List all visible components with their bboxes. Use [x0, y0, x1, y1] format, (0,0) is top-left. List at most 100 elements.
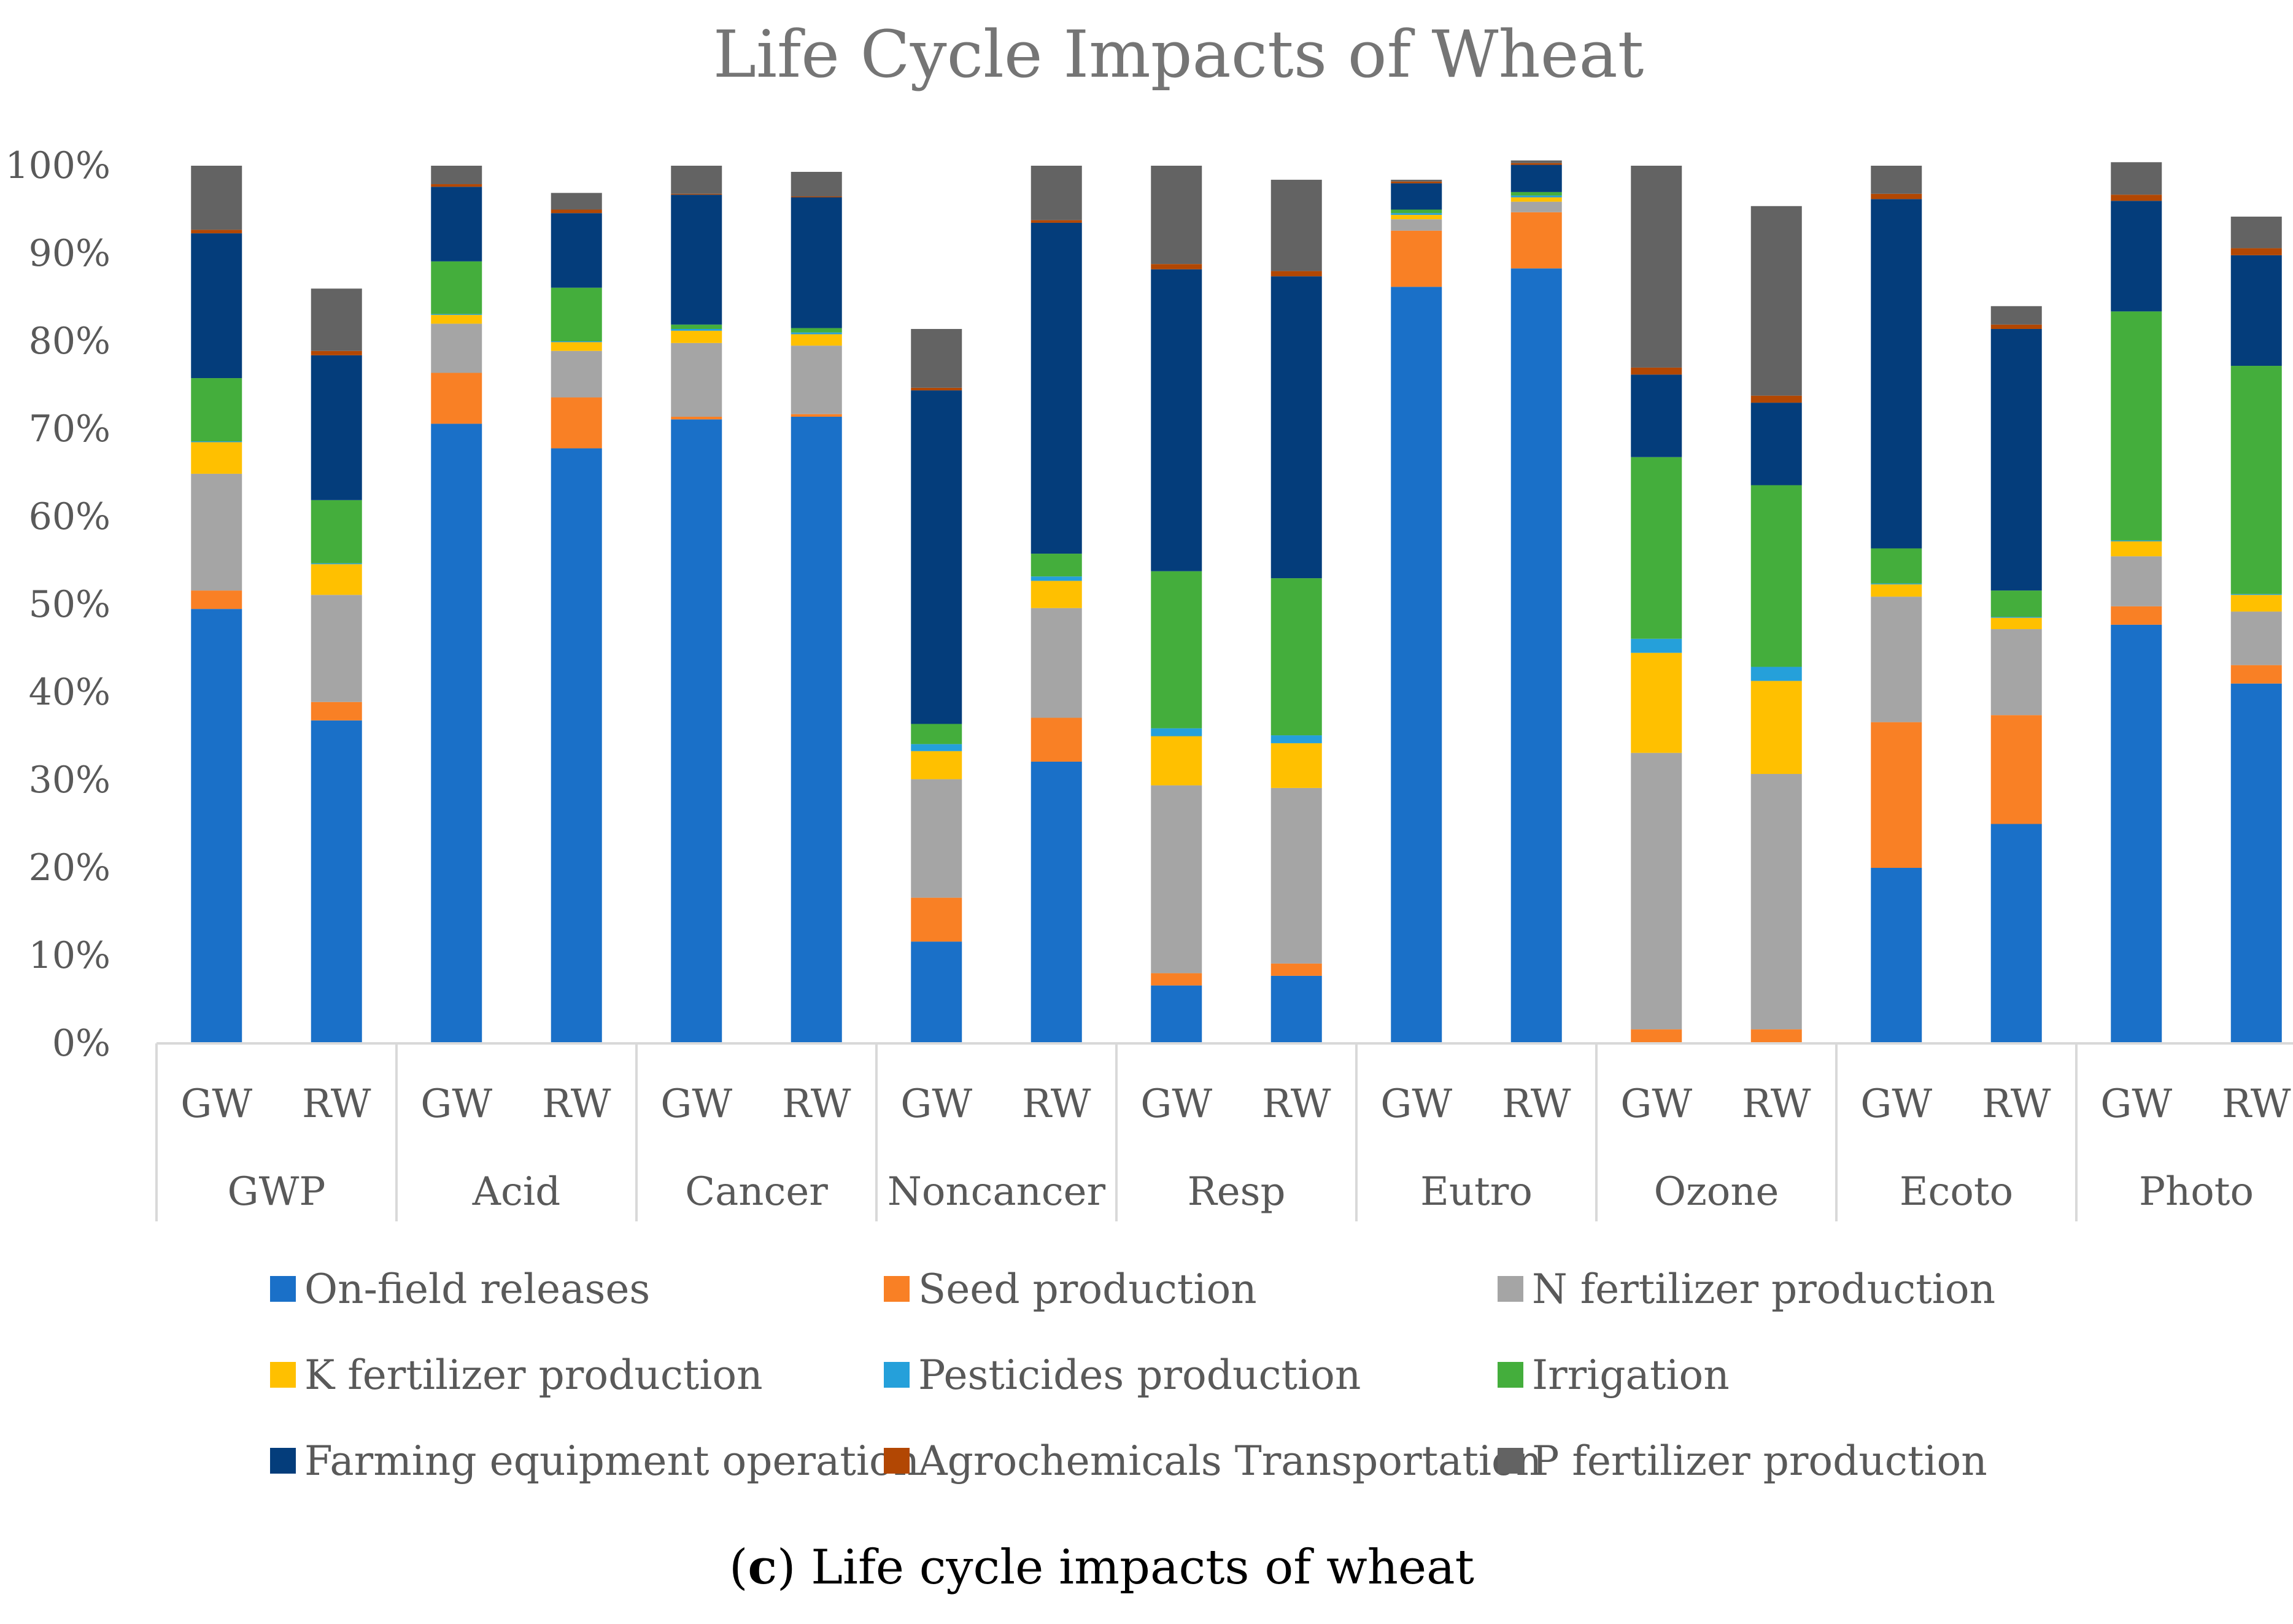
bar-segment: [1151, 166, 1202, 265]
bar-segment: [1270, 787, 1322, 964]
x-tick-label: GW: [900, 1081, 972, 1127]
bar-segment: [551, 287, 602, 341]
bar-segment: [1510, 164, 1562, 192]
legend-label: On-field releases: [304, 1266, 650, 1313]
bar-segment: [911, 744, 962, 751]
bar-segment: [431, 373, 482, 424]
caption-text: Life cycle impacts of wheat: [811, 1540, 1474, 1595]
group-label: Photo: [2139, 1169, 2254, 1215]
bar-segment: [1871, 868, 1922, 1043]
bar-segment: [2111, 201, 2162, 312]
bar-segment: [2230, 683, 2282, 1043]
bar-segment: [311, 500, 362, 563]
x-tick-label: RW: [1982, 1081, 2051, 1127]
bar-segment: [1391, 230, 1442, 287]
x-tick-label: GW: [1860, 1081, 1932, 1127]
bar-segment: [1871, 166, 1922, 194]
bar-segment: [2230, 665, 2282, 684]
legend-label: Irrigation: [1532, 1351, 1730, 1399]
bar-segment: [2230, 216, 2282, 249]
bar-segment: [1510, 212, 1562, 269]
bar-segment: [191, 590, 242, 609]
y-tick-label: 90%: [29, 232, 110, 275]
group-label: Cancer: [685, 1169, 828, 1215]
bar-segment: [1030, 761, 1082, 1043]
bar-segment: [1990, 328, 2042, 591]
bar-segment: [1030, 166, 1082, 220]
bar-segment: [1750, 773, 1802, 1030]
x-axis: GW RW GWP GW RW Acid GW RW Cancer GW RW Noncancer GW…: [155, 1042, 2293, 1221]
x-tick-label: RW: [302, 1081, 371, 1127]
bar-segment: [2230, 594, 2282, 595]
bar-segment: [911, 897, 962, 942]
group-label: Resp: [1188, 1169, 1286, 1215]
bar-segment: [911, 942, 962, 1043]
bar-segment: [791, 334, 842, 346]
bar-segment: [1151, 264, 1202, 269]
bar-segment: [2230, 611, 2282, 665]
bar-segment: [1750, 485, 1802, 667]
bar-segment: [431, 166, 482, 185]
bar-segment: [671, 193, 722, 195]
bar-segment: [1391, 213, 1442, 215]
group-label: Acid: [472, 1169, 561, 1215]
bar-segment: [1151, 269, 1202, 571]
bar-segment: [1510, 197, 1562, 202]
bar-segment: [791, 197, 842, 328]
bar-segment: [551, 350, 602, 398]
bar-segment: [191, 378, 242, 442]
x-tick-label: GW: [1380, 1081, 1452, 1127]
bar-segment: [431, 423, 482, 1043]
legend-label: P fertilizer production: [1532, 1437, 1987, 1485]
legend-swatch: [884, 1448, 910, 1474]
bar-segment: [311, 563, 362, 565]
legend-swatch: [270, 1448, 296, 1474]
bar-segment: [191, 166, 242, 230]
bar-segment: [1631, 1029, 1682, 1043]
x-tick-label: GW: [420, 1081, 492, 1127]
bar-segment: [551, 397, 602, 449]
y-tick-label: 20%: [29, 846, 110, 889]
bar-segment: [1631, 374, 1682, 457]
bar-segment: [1631, 166, 1682, 368]
bar-segment: [191, 442, 242, 474]
bar-segment: [1030, 554, 1082, 577]
legend-swatch: [270, 1276, 296, 1302]
bar-segment: [1270, 743, 1322, 788]
chart-title: Life Cycle Impacts of Wheat: [713, 17, 1644, 92]
legend: On-field releases Seed production N fertil…: [270, 1266, 1995, 1485]
bar-segment: [1871, 199, 1922, 549]
bar-segment: [2111, 311, 2162, 541]
bar-segment: [191, 609, 242, 1043]
bar-segment: [191, 441, 242, 443]
figure-caption: (c) Life cycle impacts of wheat: [729, 1539, 1474, 1595]
bar-segment: [1391, 179, 1442, 182]
x-tick-label: GW: [1620, 1081, 1692, 1127]
bar-segment: [1030, 717, 1082, 762]
x-tick-label: RW: [1262, 1081, 1331, 1127]
bar-segment: [551, 213, 602, 288]
bar-segment: [2111, 606, 2162, 625]
bar-segment: [1030, 581, 1082, 608]
bar-segment: [1270, 963, 1322, 976]
y-tick-label: 100%: [5, 144, 110, 187]
bar-segment: [1510, 268, 1562, 1043]
y-tick-label: 70%: [29, 408, 110, 450]
bar-segment: [1391, 209, 1442, 214]
bar-segment: [671, 330, 722, 343]
bars: [191, 160, 2282, 1044]
bar-segment: [1510, 195, 1562, 198]
bar-segment: [1990, 715, 2042, 824]
bar-segment: [1030, 222, 1082, 554]
legend-label: Pesticides production: [918, 1351, 1361, 1399]
bar-segment: [2111, 162, 2162, 195]
bar-segment: [1631, 752, 1682, 1030]
bar-segment: [311, 350, 362, 355]
bar-segment: [1510, 160, 1562, 163]
bar-segment: [431, 184, 482, 187]
bar-segment: [791, 196, 842, 198]
legend-label: Farming equipment operation: [304, 1437, 919, 1485]
bar-segment: [791, 172, 842, 197]
bar-segment: [431, 323, 482, 373]
